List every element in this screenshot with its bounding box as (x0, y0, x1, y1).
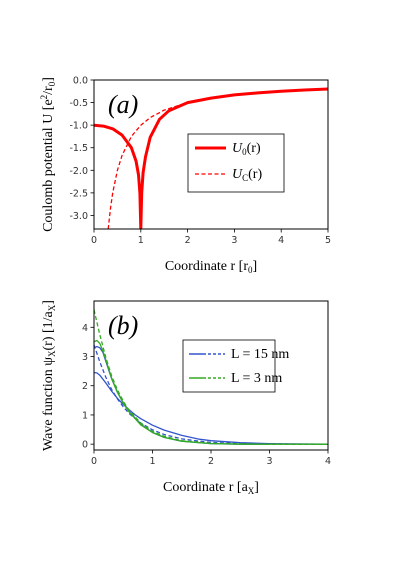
x-axis-label: Coordinate r [aX] (163, 480, 259, 496)
series-line-0 (94, 371, 328, 445)
chart-b: 0 1 2 3 4 0 1 2 3 4 (b) Coordinate r [aX] Wave funct… (41, 300, 331, 496)
chart-a: 0 1 2 3 4 5 0.0 -0.5 -1.0 -1.5 -2.0 -2.5 -3.0 (a) Coor… (39, 76, 331, 276)
x-tick-label: 4 (325, 456, 331, 467)
x-tick-label: 0 (91, 456, 97, 467)
legend-box (187, 133, 285, 193)
y-tick-label: -3.0 (69, 211, 88, 222)
y-tick-label: 2 (82, 381, 88, 392)
y-tick-label: -2.0 (69, 166, 88, 177)
x-tick-label: 3 (266, 456, 272, 467)
y-tick-label: 0 (82, 440, 88, 451)
y-tick-label: 0.0 (73, 76, 88, 87)
y-tick-label: -1.0 (69, 121, 88, 132)
legend: U0(r) UC(r) (187, 133, 285, 193)
legend-box (182, 339, 276, 393)
legend: L = 15 nm L = 3 nm (182, 339, 289, 393)
y-tick-label: 4 (82, 323, 88, 334)
y-tick-label: 1 (82, 410, 88, 421)
series-line-3 (94, 339, 328, 445)
x-tick-label: 4 (278, 235, 284, 246)
panel-label: (a) (108, 90, 138, 119)
x-tick-label: 0 (91, 235, 97, 246)
legend-label: U0(r) (232, 141, 261, 157)
series-line-4 (94, 309, 328, 445)
y-tick-label: -2.5 (69, 188, 88, 199)
y-tick-label: -0.5 (69, 98, 88, 109)
y-axis-label: Wave function ψX(r) [1/aX] (41, 300, 57, 451)
x-tick-label: 1 (149, 456, 155, 467)
series-group (94, 87, 328, 229)
y-tick-label: 3 (82, 352, 88, 363)
x-tick-label: 2 (185, 235, 191, 246)
legend-label: UC(r) (232, 167, 262, 183)
series-line-1 (94, 344, 328, 445)
x-tick-label: 2 (208, 456, 214, 467)
legend-label: L = 3 nm (231, 371, 282, 386)
y-tick-label: -1.5 (69, 143, 88, 154)
y-axis-label: Coulomb potential U [e2/r0] (39, 77, 57, 232)
series-group (94, 309, 328, 445)
x-tick-label: 1 (138, 235, 144, 246)
series-line-1 (107, 88, 328, 229)
x-tick-label: 5 (325, 235, 331, 246)
x-tick-label: 3 (231, 235, 237, 246)
plot-frame (93, 79, 329, 230)
panel-label: (b) (108, 311, 138, 340)
legend-label: L = 15 nm (231, 347, 289, 362)
x-axis-label: Coordinate r [r0] (165, 259, 257, 275)
